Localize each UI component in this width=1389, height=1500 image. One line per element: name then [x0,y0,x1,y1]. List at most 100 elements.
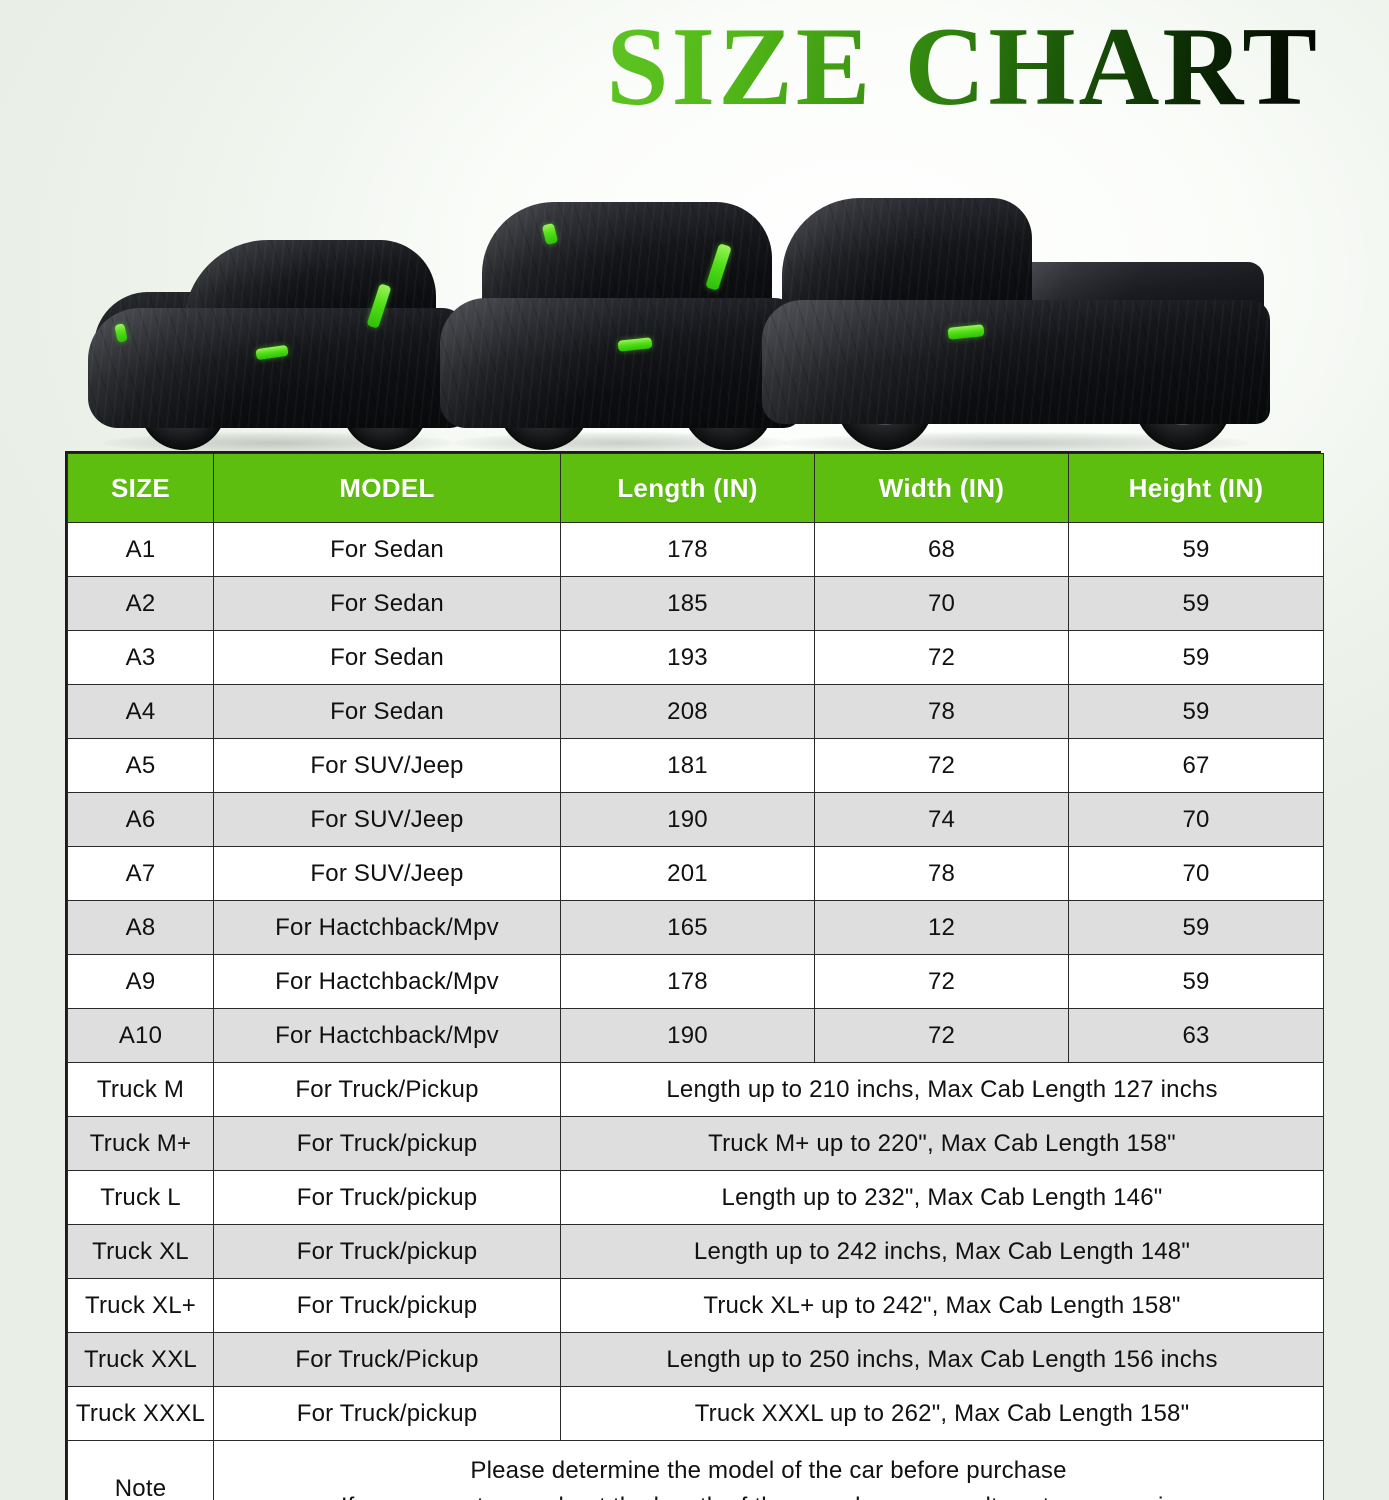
table-row: Truck M+ For Truck/pickup Truck M+ up to… [67,1116,1324,1171]
cell-spec: Length up to 242 inchs, Max Cab Length 1… [560,1224,1324,1279]
note-line-1: Please determine the model of the car be… [470,1457,1067,1484]
suv-cover-body [440,298,802,428]
cell-height: 70 [1068,792,1324,847]
cell-model: For Sedan [213,684,561,739]
cell-spec: Length up to 250 inchs, Max Cab Length 1… [560,1332,1324,1387]
table-body: A1 For Sedan 178 68 59 A2 For Sedan 185 … [67,522,1324,1500]
cell-spec: Truck XL+ up to 242", Max Cab Length 158… [560,1278,1324,1333]
cell-width: 72 [814,738,1069,793]
table-row: A2 For Sedan 185 70 59 [67,576,1324,631]
cell-width: 78 [814,684,1069,739]
cell-size: Truck XL [67,1224,214,1279]
cell-width: 72 [814,954,1069,1009]
cell-model: For Truck/pickup [213,1170,561,1225]
cell-size: A10 [67,1008,214,1063]
table-row: A5 For SUV/Jeep 181 72 67 [67,738,1324,793]
cell-width: 72 [814,1008,1069,1063]
cell-width: 70 [814,576,1069,631]
cell-model: For Truck/pickup [213,1386,561,1441]
cell-width: 68 [814,522,1069,577]
cell-model: For Truck/pickup [213,1278,561,1333]
cell-height: 59 [1068,630,1324,685]
cell-spec: Length up to 210 inchs, Max Cab Length 1… [560,1062,1324,1117]
table-header-row: SIZE MODEL Length (IN) Width (IN) Height… [67,453,1324,523]
cell-height: 70 [1068,846,1324,901]
cell-size: A6 [67,792,214,847]
note-text: Please determine the model of the car be… [213,1440,1324,1500]
cell-width: 74 [814,792,1069,847]
page-title: SIZE CHART [606,5,1320,129]
cell-model: For SUV/Jeep [213,738,561,793]
cell-width: 12 [814,900,1069,955]
table-row: A3 For Sedan 193 72 59 [67,630,1324,685]
table-row: Truck XXXL For Truck/pickup Truck XXXL u… [67,1386,1324,1441]
cell-model: For Hactchback/Mpv [213,900,561,955]
column-header-model: MODEL [213,453,561,523]
cell-height: 59 [1068,900,1324,955]
table-row: A8 For Hactchback/Mpv 165 12 59 [67,900,1324,955]
cell-height: 59 [1068,576,1324,631]
cell-length: 178 [560,522,815,577]
table-row: Truck XXL For Truck/Pickup Length up to … [67,1332,1324,1387]
cell-height: 59 [1068,684,1324,739]
cell-width: 78 [814,846,1069,901]
cell-model: For Hactchback/Mpv [213,1008,561,1063]
cell-size: Truck L [67,1170,214,1225]
cell-length: 190 [560,792,815,847]
cell-size: A1 [67,522,214,577]
column-header-length: Length (IN) [560,453,815,523]
cell-length: 193 [560,630,815,685]
table-row: Truck M For Truck/Pickup Length up to 21… [67,1062,1324,1117]
column-header-size: SIZE [67,453,214,523]
truck-cover-body [762,300,1270,424]
cell-length: 165 [560,900,815,955]
cell-spec: Length up to 232", Max Cab Length 146" [560,1170,1324,1225]
cell-size: A5 [67,738,214,793]
cell-model: For Truck/Pickup [213,1062,561,1117]
cell-model: For Sedan [213,522,561,577]
table-header: SIZE MODEL Length (IN) Width (IN) Height… [67,453,1324,523]
cell-height: 59 [1068,522,1324,577]
size-chart-table-container: SIZE MODEL Length (IN) Width (IN) Height… [65,451,1324,1500]
cell-size: Truck XL+ [67,1278,214,1333]
cell-height: 67 [1068,738,1324,793]
cell-model: For Sedan [213,576,561,631]
page-title-container: SIZE CHART [0,8,1360,127]
cell-height: 63 [1068,1008,1324,1063]
cell-length: 178 [560,954,815,1009]
cell-size: Truck M+ [67,1116,214,1171]
cell-length: 181 [560,738,815,793]
vehicle-illustrations [0,150,1389,454]
table-row: A9 For Hactchback/Mpv 178 72 59 [67,954,1324,1009]
cell-size: Truck M [67,1062,214,1117]
cell-length: 190 [560,1008,815,1063]
table-row: A10 For Hactchback/Mpv 190 72 63 [67,1008,1324,1063]
table-row: Truck L For Truck/pickup Length up to 23… [67,1170,1324,1225]
table-row: Truck XL+ For Truck/pickup Truck XL+ up … [67,1278,1324,1333]
table-row: A4 For Sedan 208 78 59 [67,684,1324,739]
suv-car-cover-image [440,168,802,454]
cell-model: For Truck/Pickup [213,1332,561,1387]
column-header-height: Height (IN) [1068,453,1324,523]
cell-size: A2 [67,576,214,631]
cell-size: Truck XXXL [67,1386,214,1441]
column-header-width: Width (IN) [814,453,1069,523]
cell-model: For SUV/Jeep [213,792,561,847]
cell-size: A8 [67,900,214,955]
note-row: Note Please determine the model of the c… [67,1440,1324,1500]
cell-length: 201 [560,846,815,901]
table-row: Truck XL For Truck/pickup Length up to 2… [67,1224,1324,1279]
cell-model: For Hactchback/Mpv [213,954,561,1009]
cell-length: 185 [560,576,815,631]
cell-height: 59 [1068,954,1324,1009]
sedan-cover-body [88,308,468,428]
cell-spec: Truck XXXL up to 262", Max Cab Length 15… [560,1386,1324,1441]
cell-model: For Sedan [213,630,561,685]
cell-size: Truck XXL [67,1332,214,1387]
cell-width: 72 [814,630,1069,685]
note-line-2: If you are not sure about the length of … [224,1489,1313,1500]
cell-model: For Truck/pickup [213,1116,561,1171]
size-chart-table: SIZE MODEL Length (IN) Width (IN) Height… [67,453,1324,1500]
cell-size: A9 [67,954,214,1009]
